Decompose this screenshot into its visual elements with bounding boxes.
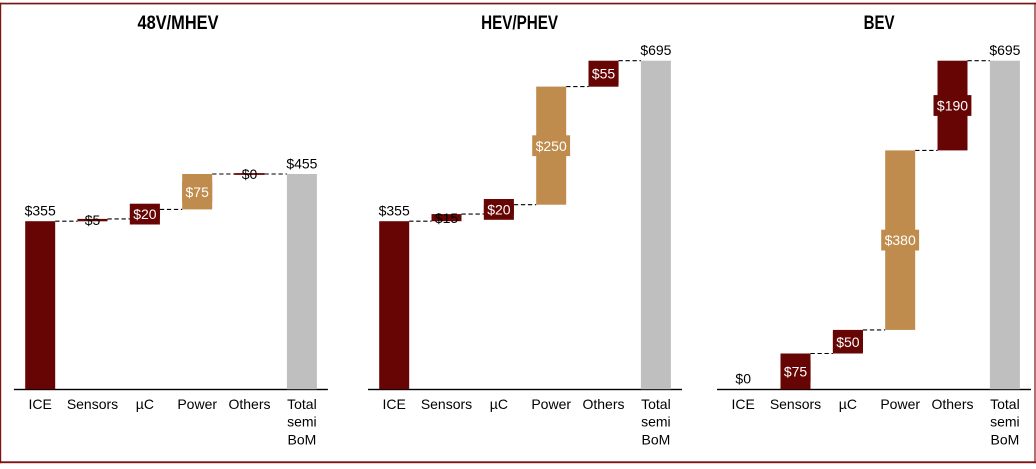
svg-text:µC: µC	[839, 396, 857, 412]
svg-text:semi: semi	[990, 414, 1020, 430]
svg-text:$695: $695	[989, 42, 1020, 58]
svg-text:$75: $75	[784, 363, 808, 379]
svg-text:semi: semi	[287, 414, 317, 430]
svg-text:BoM: BoM	[288, 431, 317, 447]
svg-text:$75: $75	[186, 184, 210, 200]
svg-text:BoM: BoM	[991, 431, 1020, 447]
svg-text:$455: $455	[286, 155, 317, 171]
svg-text:Others: Others	[582, 396, 624, 412]
svg-text:ICE: ICE	[383, 396, 406, 412]
svg-text:$15: $15	[435, 210, 459, 226]
svg-text:48V/MHEV: 48V/MHEV	[138, 13, 219, 34]
svg-text:$695: $695	[640, 42, 671, 58]
svg-text:$380: $380	[885, 232, 916, 248]
svg-text:$55: $55	[592, 66, 616, 82]
svg-text:$355: $355	[25, 203, 56, 219]
svg-text:$5: $5	[85, 212, 101, 228]
svg-text:BoM: BoM	[642, 431, 671, 447]
svg-text:Power: Power	[880, 396, 920, 412]
svg-text:Total: Total	[641, 396, 671, 412]
svg-text:Others: Others	[931, 396, 973, 412]
svg-text:Sensors: Sensors	[67, 396, 118, 412]
svg-text:Total: Total	[990, 396, 1020, 412]
svg-text:Sensors: Sensors	[770, 396, 821, 412]
svg-text:Others: Others	[228, 396, 270, 412]
svg-text:Total: Total	[287, 396, 317, 412]
svg-text:$355: $355	[379, 203, 410, 219]
svg-text:$0: $0	[242, 166, 258, 182]
svg-text:µC: µC	[490, 396, 508, 412]
svg-text:$0: $0	[735, 370, 751, 386]
svg-text:HEV/PHEV: HEV/PHEV	[481, 13, 558, 34]
svg-text:ICE: ICE	[732, 396, 755, 412]
svg-text:$20: $20	[487, 202, 511, 218]
svg-text:Sensors: Sensors	[421, 396, 472, 412]
svg-text:ICE: ICE	[29, 396, 52, 412]
svg-text:$50: $50	[836, 334, 860, 350]
svg-text:µC: µC	[136, 396, 154, 412]
svg-text:$20: $20	[133, 206, 157, 222]
svg-text:$190: $190	[937, 98, 968, 114]
svg-text:semi: semi	[641, 414, 671, 430]
svg-text:Power: Power	[177, 396, 217, 412]
svg-text:Power: Power	[531, 396, 571, 412]
svg-text:BEV: BEV	[864, 13, 895, 34]
svg-text:$250: $250	[536, 138, 567, 154]
